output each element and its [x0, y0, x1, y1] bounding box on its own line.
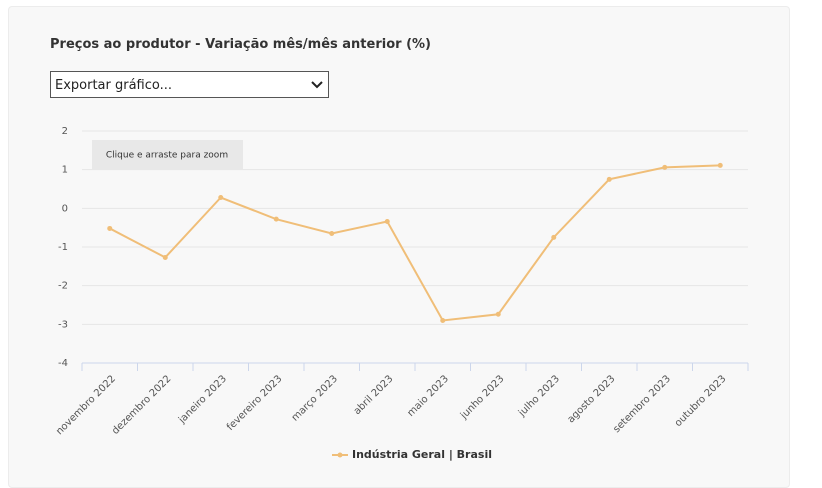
y-tick-label: -3 [58, 319, 68, 330]
x-tick-label: maio 2023 [405, 373, 451, 419]
chart: Clique e arraste para zoom -4 -3 -2 -1 0 1 2 no… [54, 126, 749, 461]
legend-marker [337, 452, 343, 458]
legend-label: Indústria Geral | Brasil [352, 448, 492, 461]
x-tick-label: outubro 2023 [673, 373, 729, 429]
y-tick-label: 0 [62, 203, 68, 214]
point [551, 234, 557, 240]
y-tick-label: -2 [58, 281, 68, 292]
zoom-hint-box [92, 140, 243, 169]
point [162, 254, 168, 260]
x-tick-label: fevereiro 2023 [225, 373, 285, 433]
export-select-label: Exportar gráfico... [55, 78, 173, 93]
point [384, 218, 390, 224]
x-tick-label: março 2023 [290, 373, 340, 423]
x-tick-label: setembro 2023 [611, 373, 673, 435]
x-tick-label: agosto 2023 [566, 373, 618, 425]
point [717, 162, 723, 168]
point [273, 216, 279, 222]
x-tick-label: janeiro 2023 [176, 373, 229, 426]
point [218, 195, 224, 201]
point [329, 230, 335, 236]
point [662, 164, 668, 170]
y-tick-label: -1 [58, 242, 68, 253]
point [107, 225, 113, 231]
x-tick-label: julho 2023 [516, 373, 562, 419]
point [495, 311, 501, 317]
export-select[interactable]: Exportar gráfico... [50, 71, 329, 98]
chart-title: Preços ao produtor - Variação mês/mês an… [50, 37, 431, 52]
page: Preços ao produtor - Variação mês/mês an… [8, 6, 790, 488]
x-tick-label: junho 2023 [458, 373, 506, 421]
chevron [311, 81, 323, 89]
x-tick-label: dezembro 2022 [110, 373, 173, 436]
series-line [109, 164, 721, 322]
x-tick-label: novembro 2022 [54, 373, 118, 437]
x-tick-label: abril 2023 [352, 373, 396, 417]
zoom-hint: Clique e arraste para zoom [106, 151, 228, 161]
point [606, 176, 612, 182]
y-tick-label: 2 [62, 126, 68, 137]
y-tick-label: 1 [62, 165, 68, 176]
y-tick-label: -4 [58, 358, 68, 369]
point [440, 317, 446, 323]
